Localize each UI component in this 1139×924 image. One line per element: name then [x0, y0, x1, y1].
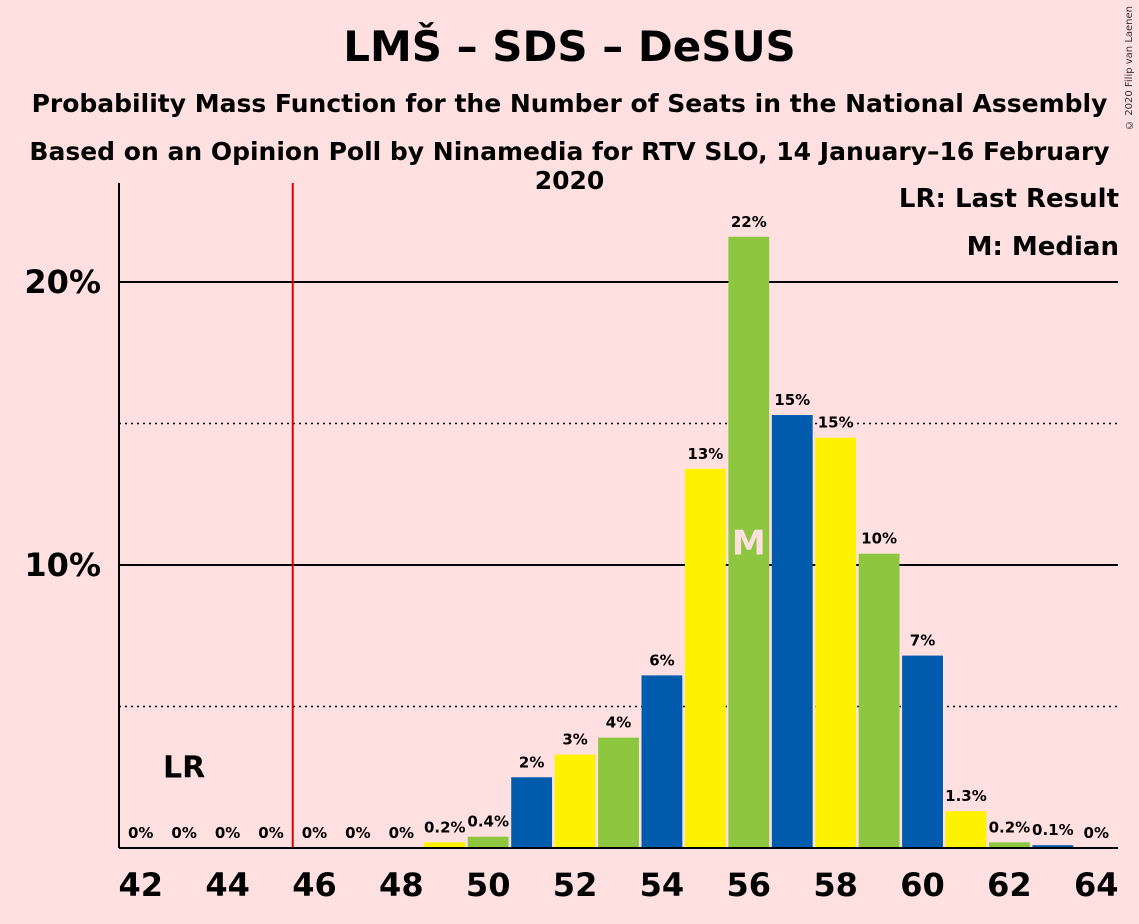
value-label-45: 0% [258, 824, 283, 842]
bar-59 [858, 553, 900, 848]
value-label-63: 0.1% [1032, 821, 1074, 839]
y-tick-label: 20% [24, 263, 101, 301]
bar-55 [684, 468, 726, 848]
bar-61 [945, 811, 987, 848]
bar-51 [511, 777, 553, 848]
x-tick-label-42: 42 [118, 866, 163, 904]
value-label-55: 13% [687, 445, 723, 463]
x-tick-label-58: 58 [813, 866, 858, 904]
legend-median: M: Median [966, 232, 1119, 262]
value-label-54: 6% [649, 651, 674, 669]
value-label-46: 0% [302, 824, 327, 842]
chart-subtitle-source: Based on an Opinion Poll by Ninamedia fo… [29, 137, 1110, 195]
x-tick-label-50: 50 [466, 866, 511, 904]
bar-52 [554, 754, 596, 848]
value-label-49: 0.2% [424, 818, 466, 836]
x-tick-label-46: 46 [292, 866, 337, 904]
value-label-64: 0% [1084, 824, 1109, 842]
bar-62 [988, 842, 1030, 848]
x-tick-label-56: 56 [727, 866, 772, 904]
bar-50 [467, 836, 509, 848]
value-label-44: 0% [215, 824, 240, 842]
x-tick-label-52: 52 [553, 866, 598, 904]
value-label-58: 15% [818, 414, 854, 432]
bar-49 [424, 842, 466, 848]
value-label-42: 0% [128, 824, 153, 842]
value-label-59: 10% [861, 530, 897, 548]
x-tick-label-48: 48 [379, 866, 424, 904]
value-label-50: 0.4% [467, 813, 509, 831]
value-label-53: 4% [606, 714, 631, 732]
value-label-60: 7% [910, 632, 935, 650]
value-label-43: 0% [171, 824, 196, 842]
value-label-62: 0.2% [989, 818, 1031, 836]
value-label-51: 2% [519, 753, 544, 771]
value-label-52: 3% [562, 731, 587, 749]
legend-last-result: LR: Last Result [898, 184, 1119, 214]
value-label-57: 15% [774, 391, 810, 409]
median-marker: M [732, 523, 766, 563]
value-label-61: 1.3% [945, 787, 987, 805]
chart-subtitle: Probability Mass Function for the Number… [31, 89, 1108, 118]
bar-60 [902, 655, 943, 848]
value-label-47: 0% [345, 824, 370, 842]
bar-54 [641, 675, 683, 848]
x-tick-label-60: 60 [900, 866, 945, 904]
chart-title: LMŠ – SDS – DeSUS [343, 22, 796, 71]
last-result-label: LR [163, 750, 205, 785]
bar-63 [1032, 845, 1074, 848]
value-label-56: 22% [731, 213, 767, 231]
bar-53 [598, 737, 639, 848]
y-tick-label: 10% [24, 546, 101, 584]
x-tick-label-44: 44 [205, 866, 250, 904]
x-tick-label-62: 62 [987, 866, 1032, 904]
x-tick-label-64: 64 [1074, 866, 1119, 904]
value-label-48: 0% [389, 824, 414, 842]
x-tick-label-54: 54 [640, 866, 685, 904]
bar-57 [771, 415, 813, 848]
bar-58 [815, 437, 857, 848]
bar-56 [728, 236, 770, 848]
